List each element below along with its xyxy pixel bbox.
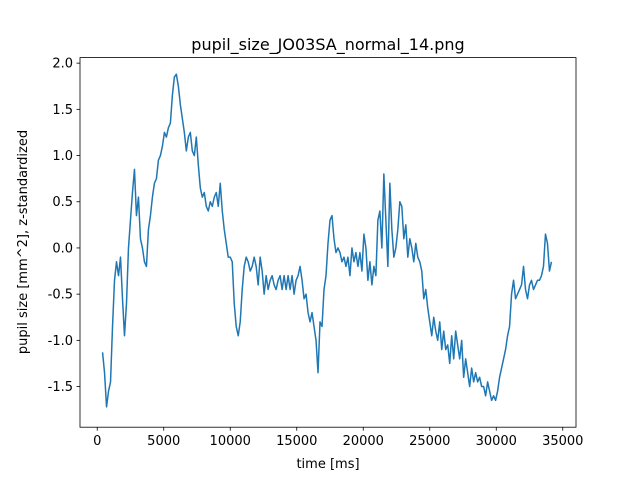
y-tick-label: 1.0	[52, 149, 73, 164]
x-tick-label: 5000	[147, 434, 180, 449]
x-tick-label: 35000	[542, 434, 583, 449]
data-line	[101, 73, 553, 408]
y-tick-label: 2.0	[52, 57, 73, 72]
y-tick-label: -0.5	[48, 288, 73, 303]
x-tick-label: 0	[93, 434, 101, 449]
y-tick-label: 1.5	[52, 103, 73, 118]
x-tick-label: 25000	[409, 434, 450, 449]
x-tick-label: 30000	[476, 434, 517, 449]
y-tick-label: -1.0	[48, 334, 73, 349]
plot-frame	[79, 57, 577, 428]
chart-title: pupil_size_JO03SA_normal_14.png	[191, 35, 464, 55]
x-axis-label: time [ms]	[296, 457, 359, 472]
y-axis-label: pupil size [mm^2], z-standardized	[16, 130, 31, 354]
x-tick-label: 15000	[276, 434, 317, 449]
x-tick-label: 20000	[343, 434, 384, 449]
y-tick-label: 0.5	[52, 195, 73, 210]
y-tick-label: 0.0	[52, 241, 73, 256]
y-tick-label: -1.5	[48, 380, 73, 395]
x-tick-label: 10000	[210, 434, 251, 449]
